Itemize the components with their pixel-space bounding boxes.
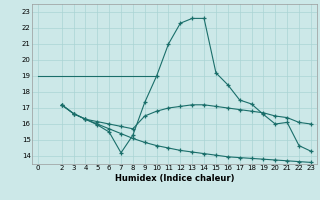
- X-axis label: Humidex (Indice chaleur): Humidex (Indice chaleur): [115, 174, 234, 183]
